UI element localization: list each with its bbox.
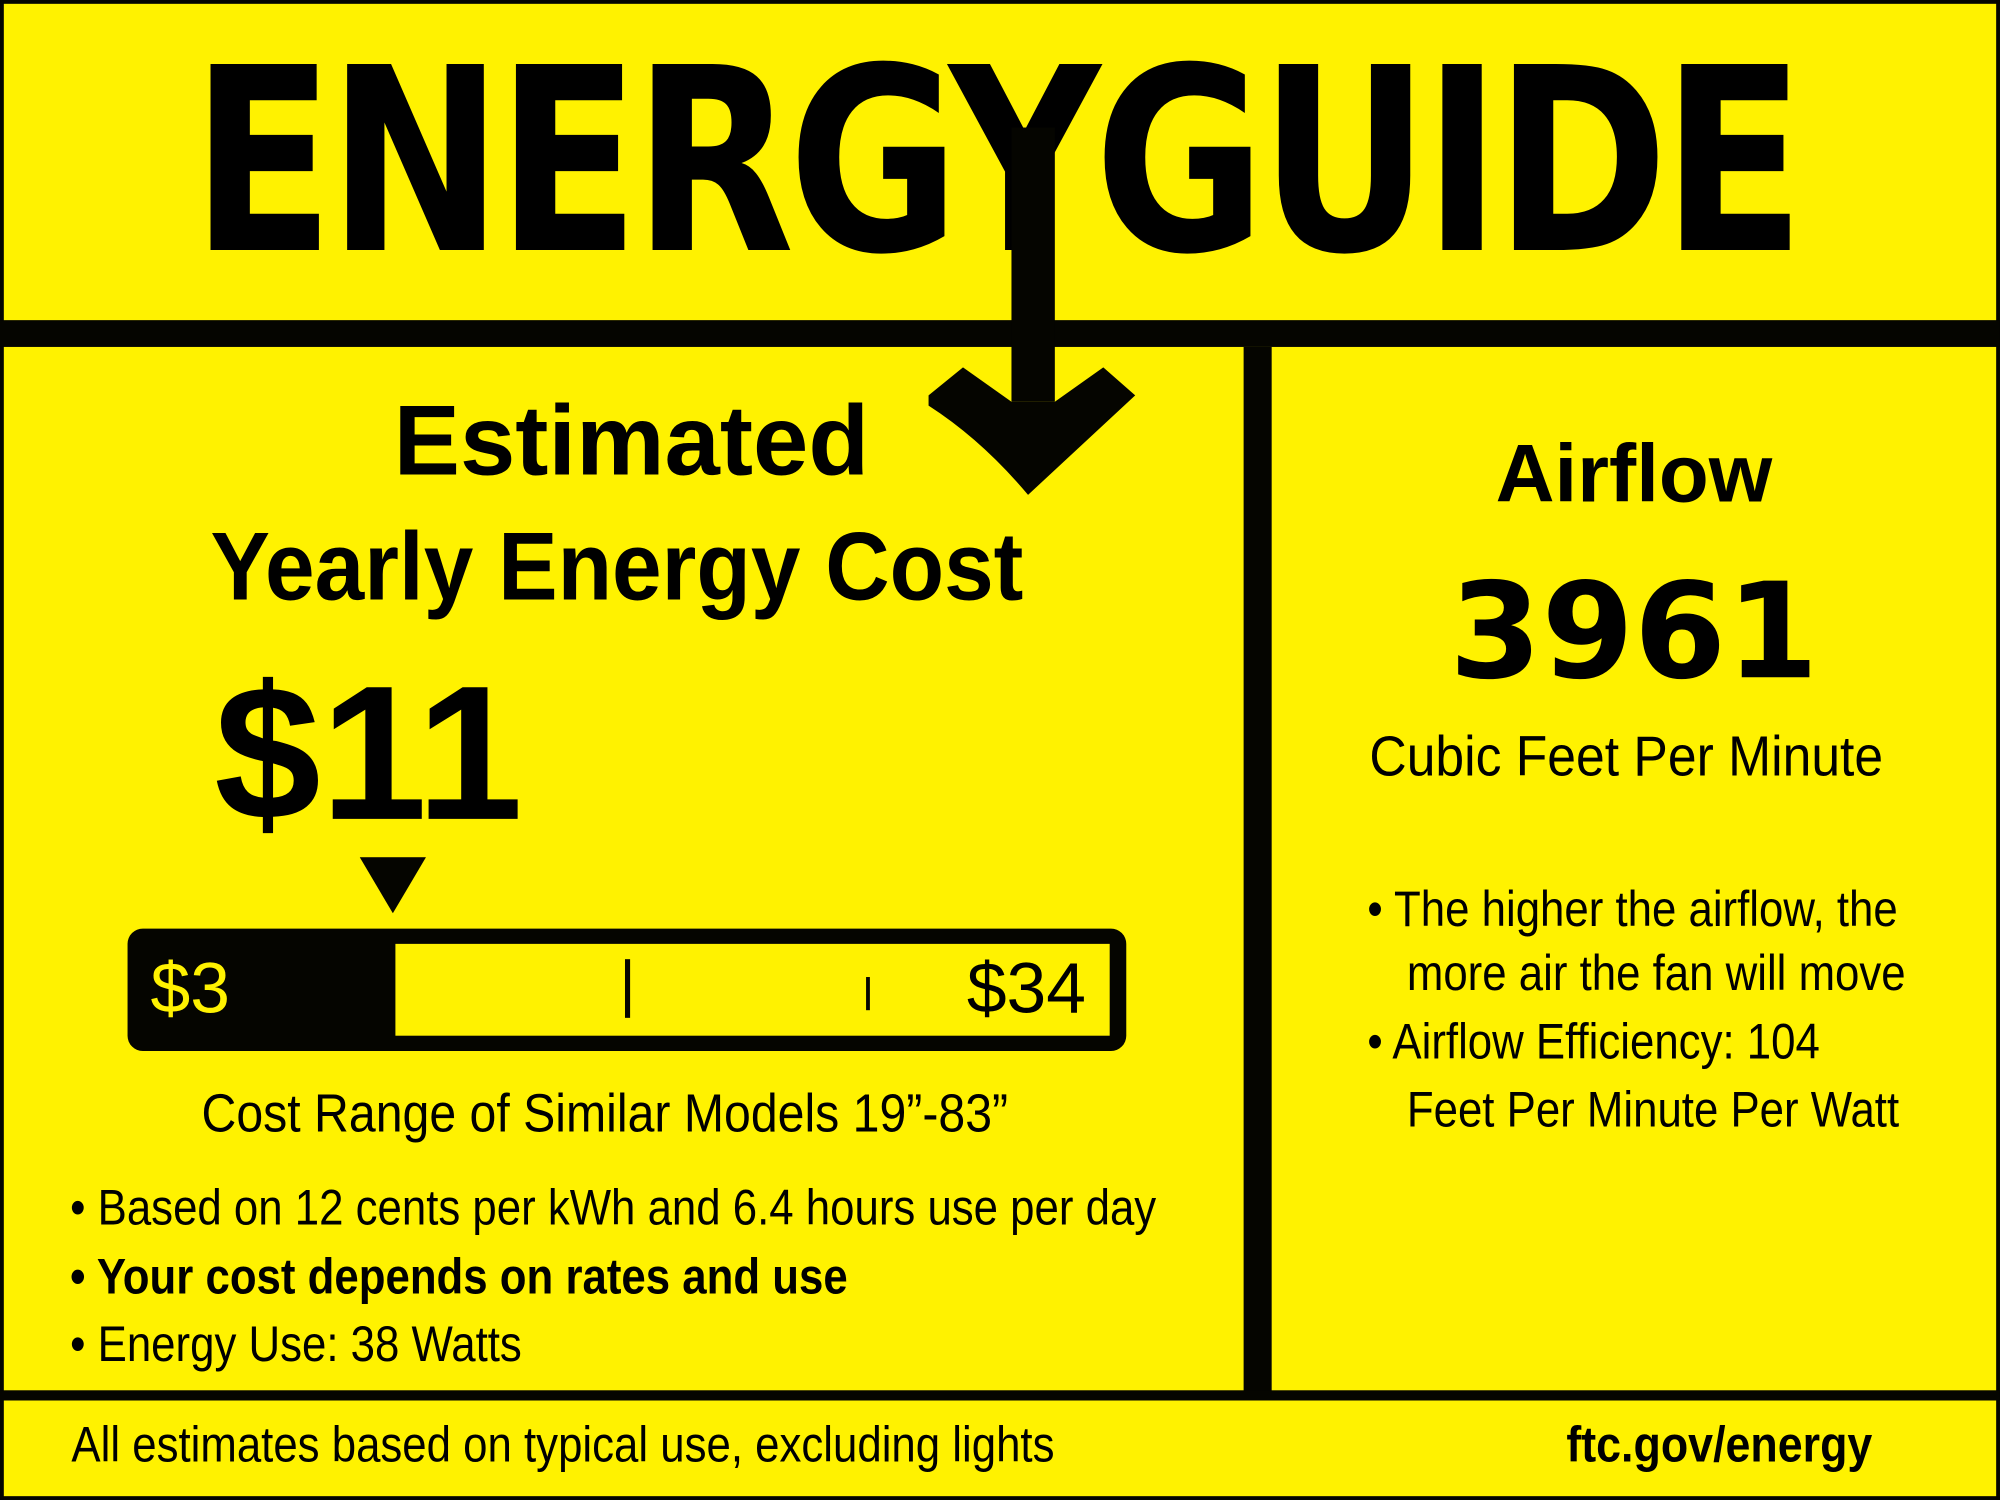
- bullet-cost-depends: • Your cost depends on rates and use: [70, 1249, 848, 1305]
- bullet-airflow: • The higher the airflow, the: [1367, 882, 1898, 938]
- cost-range-caption: Cost Range of Similar Models 19”-83”: [201, 1082, 1009, 1143]
- airflow-unit: Cubic Feet Per Minute: [1369, 725, 1884, 789]
- heading-yearly-energy-cost: Yearly Energy Cost: [210, 512, 1024, 622]
- column-divider: [1243, 346, 1272, 1393]
- airflow-heading: Airflow: [1495, 427, 1773, 520]
- bullet-airflow-cont: more air the fan will move: [1406, 946, 1906, 1002]
- cost-pointer-icon: [359, 857, 427, 914]
- scale-min-label: $3: [150, 947, 230, 1029]
- scale-tick: [624, 959, 631, 1018]
- airflow-value: 3961: [1449, 553, 1819, 710]
- footer-note: All estimates based on typical use, excl…: [71, 1418, 1055, 1474]
- bullet-energy-use: • Energy Use: 38 Watts: [70, 1317, 522, 1373]
- ftc-link[interactable]: ftc.gov/energy: [1566, 1418, 1873, 1474]
- border-top: [0, 0, 2000, 4]
- header-divider: [0, 320, 2000, 347]
- border-right: [1996, 0, 2000, 1500]
- border-bottom: [0, 1496, 2000, 1500]
- scale-tick: [866, 977, 870, 1011]
- border-left: [0, 0, 4, 1500]
- yearly-cost-value: $11: [214, 645, 523, 860]
- bullet-efficiency-cont: Feet Per Minute Per Watt: [1406, 1082, 1900, 1138]
- arrow-down-icon: [928, 127, 1136, 495]
- footer-divider: [0, 1390, 2000, 1401]
- bullet-efficiency: • Airflow Efficiency: 104: [1367, 1015, 1820, 1071]
- scale-max-label: $34: [966, 947, 1087, 1029]
- bullet-rate-basis: • Based on 12 cents per kWh and 6.4 hour…: [70, 1181, 1157, 1236]
- energyguide-title: ENERGYGUIDE: [191, 14, 1805, 312]
- heading-estimated: Estimated: [393, 383, 870, 497]
- cost-range-scale: $3 $34: [127, 928, 1127, 1052]
- scale-track: [395, 943, 1110, 1036]
